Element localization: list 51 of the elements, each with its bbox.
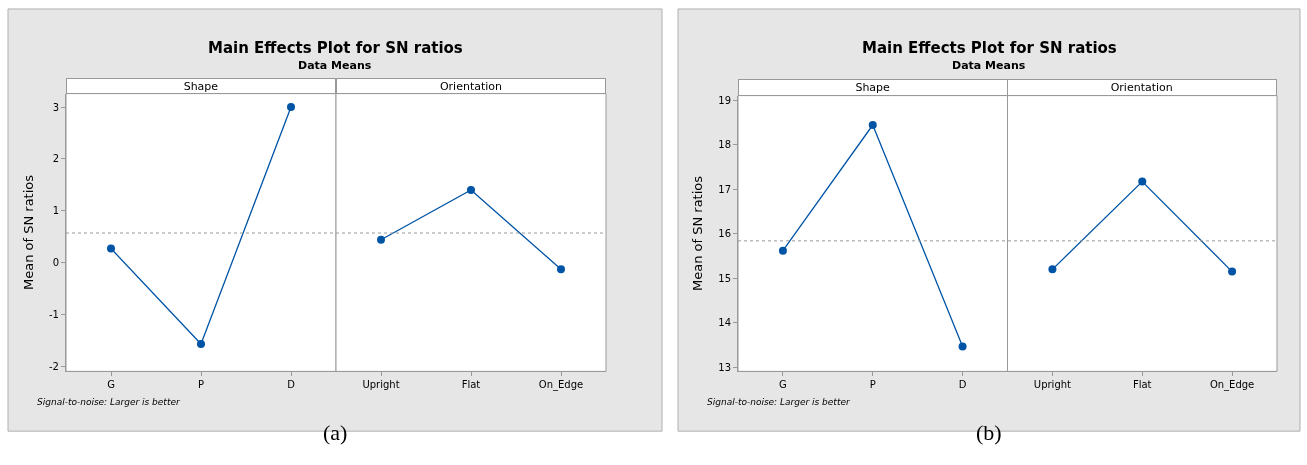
point xyxy=(197,339,205,348)
y-tick-label: 3 xyxy=(52,101,59,113)
y-tick-label: 14 xyxy=(718,317,731,329)
chart-subtitle: Data Means xyxy=(952,59,1026,72)
x-tick-label: D xyxy=(958,379,967,391)
text: (a) xyxy=(323,420,348,445)
y-tick-label: 15 xyxy=(718,272,731,284)
text: Shape xyxy=(183,79,219,93)
text: Signal-to-noise: Larger is better xyxy=(707,397,851,407)
text: Signal-to-noise: Larger is better xyxy=(37,397,181,407)
chart-title: Main Effects Plot for SN ratios xyxy=(862,39,1117,57)
x-tick-label: Flat xyxy=(461,379,481,391)
x-tick-label: Flat xyxy=(1132,379,1152,391)
y-tick-label: 19 xyxy=(718,94,731,106)
point xyxy=(778,246,787,255)
point xyxy=(467,186,475,194)
y-axis-title: Mean of SN ratios xyxy=(20,174,36,291)
y-tick-label: -2 xyxy=(49,360,59,372)
y-tick-label: 1 xyxy=(52,205,59,217)
chart-title: Main Effects Plot for SN ratios xyxy=(208,39,463,57)
text: Shape xyxy=(855,81,891,94)
point xyxy=(1228,267,1237,276)
y-tick-label: 16 xyxy=(718,228,731,240)
y-tick-label: 13 xyxy=(718,361,731,373)
point xyxy=(958,342,967,351)
x-tick-label: P xyxy=(197,379,205,391)
y-tick-label: -1 xyxy=(49,308,59,320)
point xyxy=(557,265,565,274)
y-tick-label: 2 xyxy=(52,153,59,165)
x-tick-label: G xyxy=(107,379,115,391)
x-tick-label: Upright xyxy=(362,379,400,391)
point xyxy=(377,235,385,244)
text: (b) xyxy=(976,420,1002,445)
text: Orientation xyxy=(439,79,503,93)
y-tick-label: 18 xyxy=(718,139,731,151)
x-tick-label: On_Edge xyxy=(538,379,584,392)
y-tick-label: 0 xyxy=(52,257,59,269)
point xyxy=(1048,265,1057,274)
point xyxy=(107,244,115,253)
x-tick-label: G xyxy=(779,379,787,391)
y-tick-label: 17 xyxy=(718,183,731,195)
y-axis-title: Mean of SN ratios xyxy=(690,175,706,292)
point xyxy=(287,103,295,112)
x-tick-label: On_Edge xyxy=(1209,379,1255,392)
x-tick-label: D xyxy=(287,379,296,391)
point xyxy=(868,121,877,129)
chart-subtitle: Data Means xyxy=(298,59,372,72)
x-tick-label: Upright xyxy=(1033,379,1072,391)
text: Orientation xyxy=(1110,81,1173,94)
point xyxy=(1138,177,1147,186)
x-tick-label: P xyxy=(869,379,876,391)
